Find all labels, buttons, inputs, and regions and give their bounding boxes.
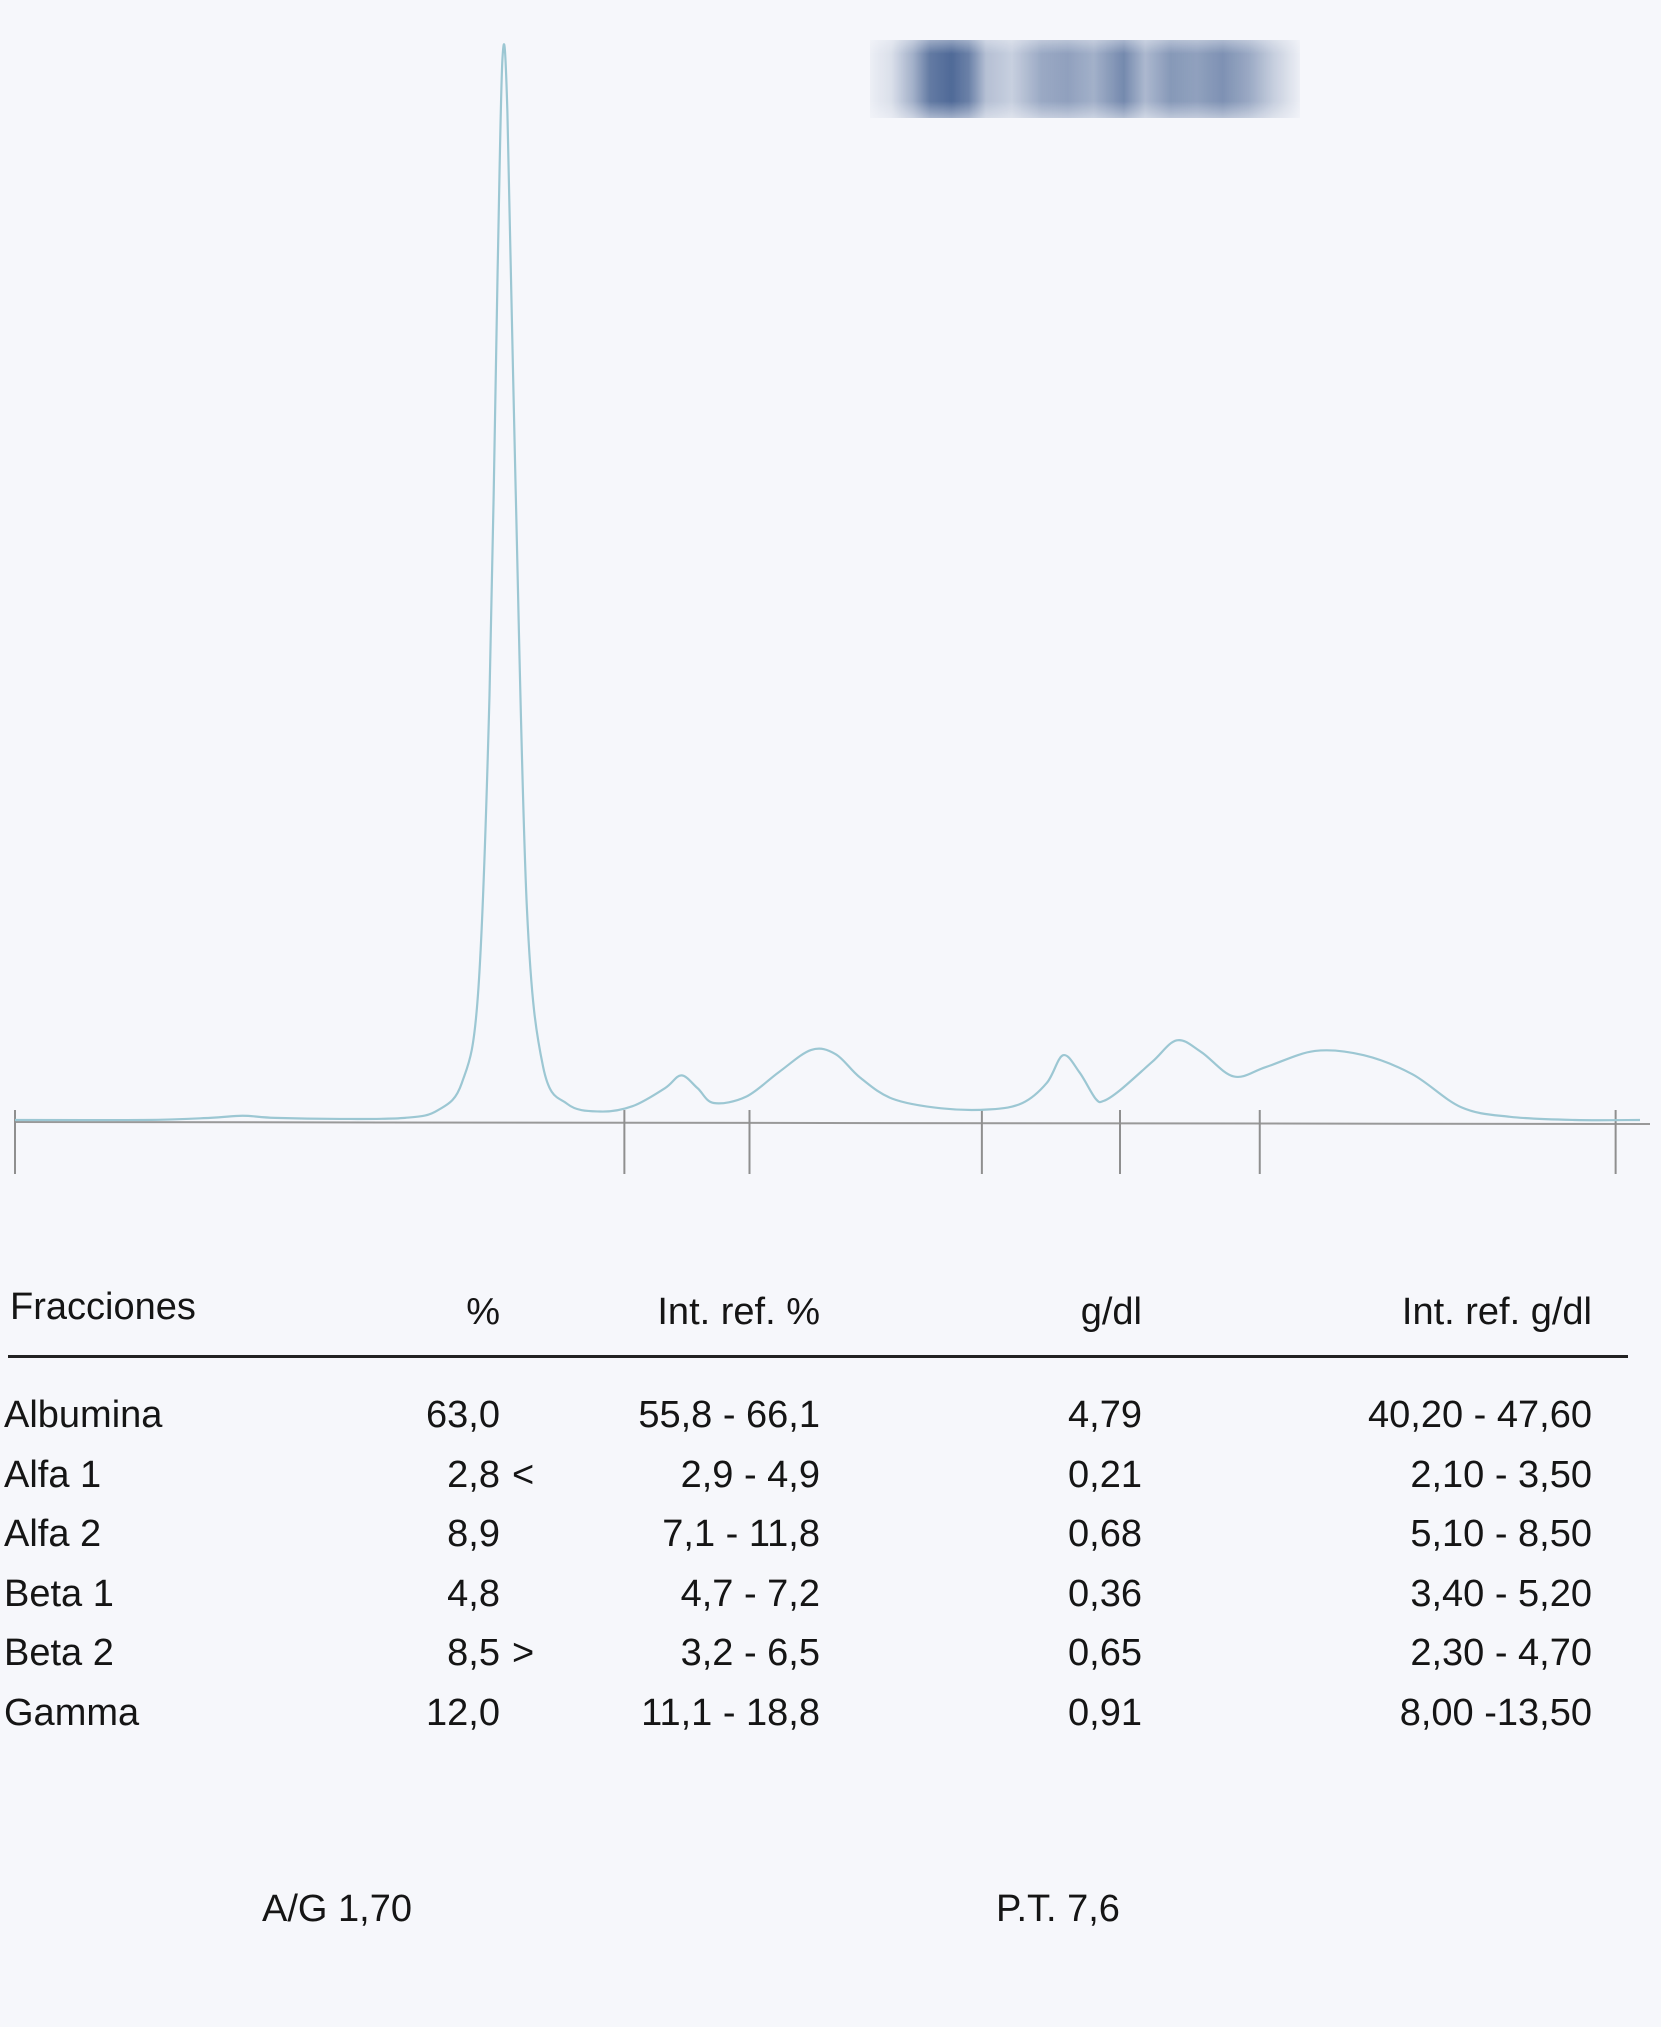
ag-ratio: A/G 1,70 bbox=[262, 1888, 412, 1930]
ref-percent: 2,9 - 4,9 bbox=[680, 1453, 820, 1496]
fraction-name: Alfa 2 bbox=[4, 1513, 102, 1555]
electrophoresis-gel-strip bbox=[870, 40, 1300, 118]
range-flag: > bbox=[512, 1632, 535, 1674]
ref-percent: 11,1 - 18,8 bbox=[641, 1691, 820, 1734]
header-ref-gdl: Int. ref. g/dl bbox=[1401, 1291, 1592, 1333]
gdl-value: 0,36 bbox=[1068, 1572, 1142, 1615]
ref-gdl: 5,10 - 8,50 bbox=[1410, 1513, 1592, 1555]
fraction-name: Albumina bbox=[4, 1394, 163, 1436]
ref-percent: 55,8 - 66,1 bbox=[638, 1394, 820, 1436]
percent-value: 12,0 bbox=[426, 1691, 500, 1734]
gdl-value: 4,79 bbox=[1068, 1394, 1142, 1436]
fraction-name: Alfa 1 bbox=[4, 1453, 102, 1496]
percent-value: 63,0 bbox=[426, 1394, 500, 1436]
ref-percent: 7,1 - 11,8 bbox=[662, 1513, 820, 1555]
ref-gdl: 2,30 - 4,70 bbox=[1410, 1632, 1592, 1674]
range-flag: < bbox=[512, 1453, 535, 1496]
header-divider bbox=[8, 1355, 1628, 1358]
total-protein: P.T. 7,6 bbox=[996, 1888, 1120, 1930]
ref-gdl: 8,00 -13,50 bbox=[1399, 1691, 1592, 1734]
electrophoresis-densitogram bbox=[14, 43, 1651, 1174]
densitogram-trace bbox=[14, 43, 1641, 1122]
header-gdl: g/dl bbox=[1080, 1291, 1142, 1333]
ref-percent: 4,7 - 7,2 bbox=[680, 1572, 820, 1615]
percent-value: 8,5 bbox=[447, 1632, 500, 1674]
percent-value: 2,8 bbox=[447, 1453, 500, 1496]
gdl-value: 0,91 bbox=[1068, 1691, 1142, 1734]
percent-value: 8,9 bbox=[447, 1513, 500, 1555]
gdl-value: 0,65 bbox=[1068, 1632, 1142, 1674]
fraction-name: Beta 1 bbox=[4, 1572, 114, 1615]
gel-bands bbox=[870, 40, 1300, 118]
header-ref-percent: Int. ref. % bbox=[657, 1291, 820, 1333]
baseline bbox=[14, 1121, 1651, 1125]
fraction-name: Beta 2 bbox=[4, 1632, 114, 1674]
ref-gdl: 3,40 - 5,20 bbox=[1410, 1572, 1592, 1615]
gdl-value: 0,68 bbox=[1068, 1513, 1142, 1555]
ref-gdl: 2,10 - 3,50 bbox=[1410, 1453, 1592, 1496]
percent-value: 4,8 bbox=[447, 1572, 500, 1615]
ref-percent: 3,2 - 6,5 bbox=[680, 1632, 820, 1674]
fraction-name: Gamma bbox=[4, 1691, 140, 1734]
header-fracciones: Fracciones bbox=[10, 1286, 196, 1328]
ref-gdl: 40,20 - 47,60 bbox=[1368, 1394, 1592, 1436]
gdl-value: 0,21 bbox=[1068, 1453, 1142, 1496]
header-percent: % bbox=[466, 1291, 500, 1333]
